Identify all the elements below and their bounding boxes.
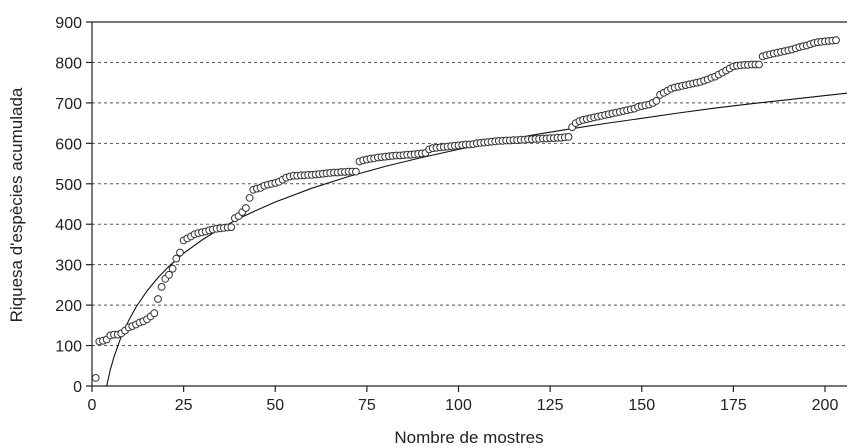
tick-labels: 0 100 200 300 400 500 600 700 800 900 0 25 50 75 100 12…: [55, 15, 838, 414]
data-points: [91, 36, 840, 382]
scatter-point: [168, 264, 177, 273]
y-tick-label: 100: [55, 339, 82, 356]
x-tick-label: 100: [445, 397, 472, 414]
gridlines: [92, 61, 847, 347]
scatter-point: [352, 167, 360, 176]
x-tick-label: 175: [720, 397, 747, 414]
x-axis-title: Nombre de mostres: [394, 428, 543, 447]
scatter-point: [242, 204, 250, 212]
y-tick-label: 500: [55, 177, 82, 194]
scatter-point: [150, 309, 159, 318]
y-tick-label: 600: [55, 136, 82, 153]
scatter-point: [227, 223, 236, 232]
fit-curve: [106, 92, 848, 387]
scatter-point: [245, 194, 254, 202]
y-tick-label: 900: [55, 15, 82, 32]
x-tick-label: 150: [628, 397, 655, 414]
scatter-point: [652, 97, 661, 105]
x-tick-label: 0: [88, 397, 97, 414]
scatter-point: [832, 36, 840, 45]
scatter-point: [564, 133, 573, 141]
scatter-point: [91, 374, 100, 382]
y-axis-title: Riquesa d'espècies acumulada: [7, 87, 26, 322]
y-tick-label: 800: [55, 55, 82, 72]
scatter-point: [157, 283, 166, 291]
x-tick-label: 75: [358, 397, 376, 414]
y-tick-label: 700: [55, 96, 82, 113]
x-tick-label: 125: [537, 397, 564, 414]
y-tick-label: 200: [55, 298, 82, 315]
scatter-point: [154, 295, 162, 303]
axes: [86, 21, 847, 392]
y-tick-label: 300: [55, 258, 82, 275]
scatter-point: [165, 270, 173, 279]
x-tick-label: 50: [266, 397, 284, 414]
fit-curve-layer: [106, 92, 848, 387]
scatter-point: [176, 248, 184, 257]
x-tick-label: 25: [175, 397, 193, 414]
y-tick-label: 0: [73, 379, 82, 396]
y-tick-label: 400: [55, 217, 82, 234]
scatter-point: [172, 254, 181, 263]
scatter-point: [755, 60, 763, 69]
x-tick-label: 200: [812, 397, 839, 414]
